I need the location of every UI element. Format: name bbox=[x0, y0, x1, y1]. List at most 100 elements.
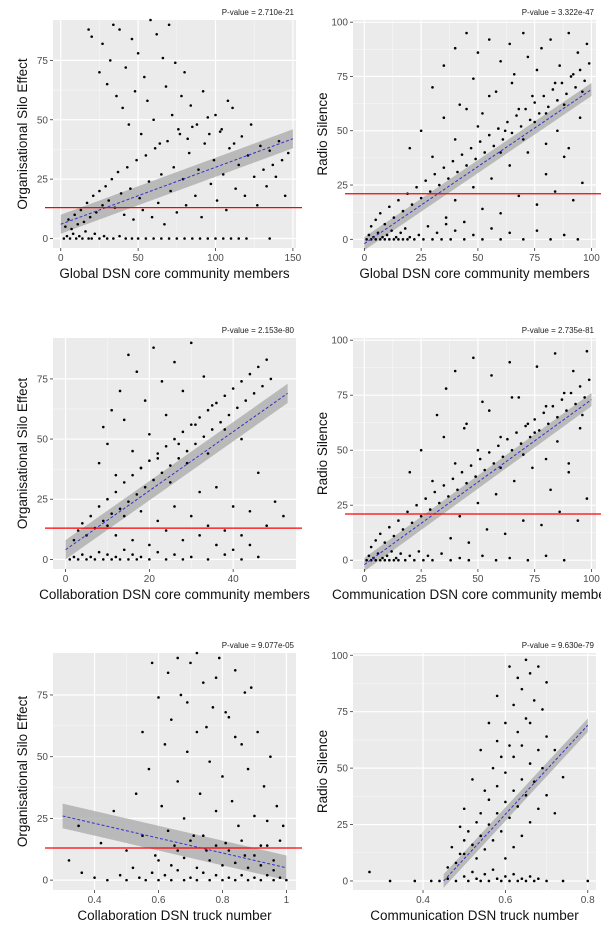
data-point bbox=[252, 175, 256, 179]
data-point bbox=[252, 392, 256, 395]
data-point bbox=[578, 116, 582, 120]
data-point bbox=[497, 127, 500, 130]
data-point bbox=[503, 129, 507, 133]
data-point bbox=[485, 528, 489, 531]
data-point bbox=[105, 82, 109, 86]
data-point bbox=[152, 118, 155, 122]
data-point bbox=[281, 824, 285, 828]
data-point bbox=[462, 839, 466, 842]
x-axis-label: Global DSN core community members bbox=[59, 266, 290, 281]
data-point bbox=[135, 370, 139, 373]
data-point bbox=[408, 470, 412, 474]
data-point bbox=[215, 199, 219, 202]
data-point bbox=[537, 748, 540, 752]
y-axis-label: Organisational Silo Effect bbox=[15, 58, 30, 210]
data-point bbox=[369, 545, 373, 549]
data-point bbox=[490, 227, 493, 230]
data-point bbox=[522, 238, 525, 241]
data-point bbox=[553, 190, 557, 193]
data-point bbox=[143, 485, 147, 489]
data-point bbox=[504, 857, 507, 860]
data-point bbox=[537, 807, 540, 811]
data-point bbox=[84, 230, 87, 233]
data-point bbox=[388, 558, 391, 562]
x-tick-label: 50 bbox=[472, 253, 484, 264]
data-point bbox=[189, 661, 192, 665]
x-tick-label: 0 bbox=[58, 253, 64, 264]
data-point bbox=[89, 555, 93, 559]
data-point bbox=[104, 184, 107, 188]
data-point bbox=[148, 543, 151, 547]
data-point bbox=[401, 528, 405, 531]
data-point bbox=[581, 90, 584, 93]
data-point bbox=[256, 730, 259, 734]
y-axis-label: Radio Silence bbox=[315, 92, 330, 175]
data-point bbox=[397, 198, 400, 202]
data-point bbox=[246, 767, 250, 771]
data-point bbox=[365, 238, 368, 241]
y-tick-label: 25 bbox=[337, 181, 349, 192]
data-point bbox=[223, 553, 227, 556]
data-point bbox=[240, 135, 244, 138]
data-point bbox=[158, 142, 162, 145]
data-point bbox=[114, 534, 118, 537]
data-point bbox=[283, 194, 287, 198]
p-value-annotation: P-value = 9.630e-79 bbox=[522, 641, 595, 650]
data-point bbox=[176, 849, 179, 852]
data-point bbox=[413, 558, 416, 562]
y-tick-label: 25 bbox=[37, 814, 49, 825]
data-point bbox=[144, 237, 148, 240]
data-point bbox=[67, 859, 71, 862]
data-point bbox=[388, 525, 391, 529]
data-point bbox=[491, 839, 495, 842]
data-point bbox=[201, 834, 205, 837]
data-point bbox=[70, 227, 73, 231]
data-point bbox=[76, 222, 80, 226]
data-point bbox=[524, 658, 528, 662]
data-point bbox=[272, 868, 275, 872]
data-point bbox=[170, 864, 173, 867]
data-point bbox=[195, 866, 199, 870]
data-point bbox=[136, 51, 140, 55]
data-point bbox=[206, 558, 210, 561]
data-point bbox=[214, 809, 218, 813]
data-point bbox=[465, 422, 468, 426]
data-point bbox=[62, 237, 66, 240]
p-value-annotation: P-value = 2.710e-21 bbox=[222, 8, 295, 17]
data-point bbox=[139, 555, 143, 559]
data-point bbox=[81, 521, 84, 525]
data-point bbox=[462, 238, 466, 241]
data-point bbox=[462, 426, 466, 430]
data-point bbox=[585, 497, 589, 500]
data-point bbox=[217, 656, 221, 660]
data-point bbox=[467, 558, 471, 562]
data-point bbox=[499, 211, 502, 215]
data-point bbox=[190, 237, 194, 240]
data-point bbox=[114, 473, 118, 477]
y-tick-label: 50 bbox=[37, 115, 49, 126]
data-point bbox=[531, 94, 534, 98]
data-point bbox=[447, 495, 450, 498]
data-point bbox=[166, 671, 170, 675]
data-point bbox=[499, 879, 503, 883]
data-point bbox=[440, 238, 443, 241]
data-point bbox=[170, 718, 173, 721]
data-point bbox=[163, 222, 166, 226]
data-point bbox=[469, 146, 473, 150]
data-point bbox=[127, 353, 130, 357]
data-point bbox=[231, 106, 234, 110]
data-point bbox=[240, 873, 243, 877]
data-point bbox=[110, 177, 114, 181]
data-point bbox=[504, 721, 507, 725]
data-point bbox=[269, 377, 273, 381]
data-point bbox=[515, 114, 518, 117]
data-point bbox=[118, 873, 122, 877]
data-point bbox=[526, 558, 530, 562]
data-point bbox=[167, 237, 171, 240]
data-point bbox=[106, 442, 109, 446]
data-point bbox=[246, 878, 250, 882]
data-point bbox=[138, 196, 141, 200]
data-point bbox=[187, 151, 191, 155]
data-point bbox=[565, 92, 568, 96]
data-point bbox=[97, 461, 101, 465]
